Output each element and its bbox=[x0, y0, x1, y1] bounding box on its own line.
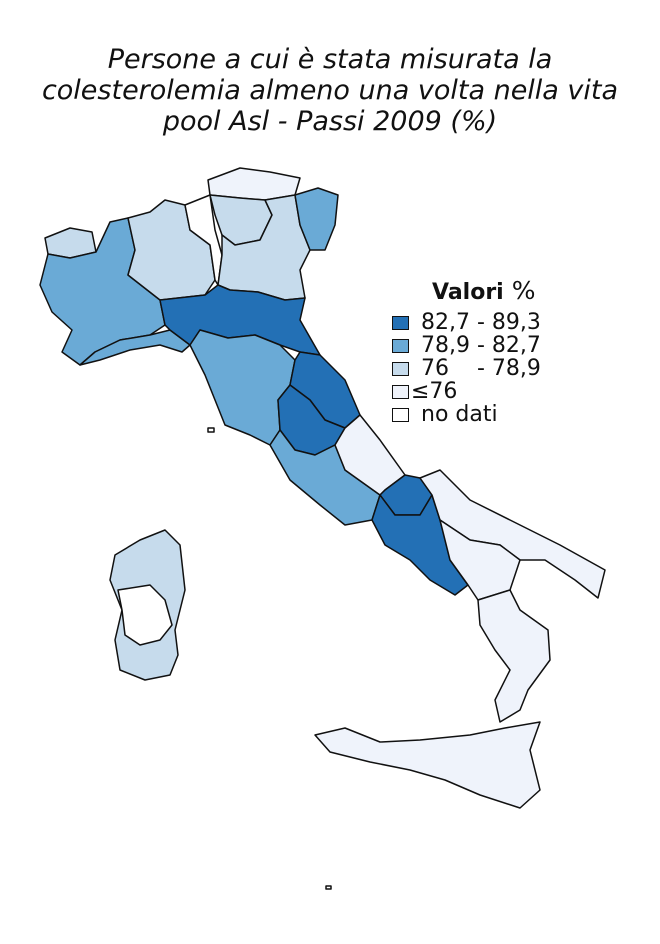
legend-swatch bbox=[392, 338, 409, 353]
legend: Valori% 82,7 - 89,3 78,9 - 82,7 76 - 78,… bbox=[392, 276, 541, 427]
legend-label: no dati bbox=[421, 402, 498, 427]
region-calabria bbox=[477, 589, 551, 723]
legend-item: ≤76 bbox=[392, 379, 541, 404]
legend-item: 78,9 - 82,7 bbox=[392, 333, 541, 358]
island-small bbox=[325, 885, 332, 890]
legend-label: 76 - 78,9 bbox=[421, 356, 541, 381]
title-line-2: colesterolemia almeno una volta nella vi… bbox=[41, 75, 619, 106]
region-friuli bbox=[294, 187, 339, 251]
legend-label: ≤76 bbox=[411, 379, 458, 404]
legend-title: Valori% bbox=[432, 276, 536, 305]
title-line-1: Persone a cui è stata misurata la bbox=[107, 44, 553, 75]
region-sicilia bbox=[314, 721, 541, 809]
legend-item: 76 - 78,9 bbox=[392, 356, 541, 381]
legend-swatch bbox=[392, 407, 409, 422]
legend-item: no dati bbox=[392, 402, 541, 427]
region-alto-adige bbox=[207, 167, 301, 201]
region-sardegna-nodata bbox=[117, 584, 173, 646]
title-line-3: pool Asl - Passi 2009 (%) bbox=[162, 106, 498, 137]
legend-swatch bbox=[392, 315, 409, 330]
legend-swatch bbox=[392, 384, 409, 399]
legend-label: 82,7 - 89,3 bbox=[421, 310, 541, 335]
map-title: Persone a cui è stata misurata la colest… bbox=[0, 44, 660, 137]
legend-label: 78,9 - 82,7 bbox=[421, 333, 541, 358]
region-piemonte bbox=[39, 217, 166, 366]
legend-swatch bbox=[392, 361, 409, 376]
island-elba bbox=[207, 427, 215, 433]
legend-item: 82,7 - 89,3 bbox=[392, 310, 541, 335]
